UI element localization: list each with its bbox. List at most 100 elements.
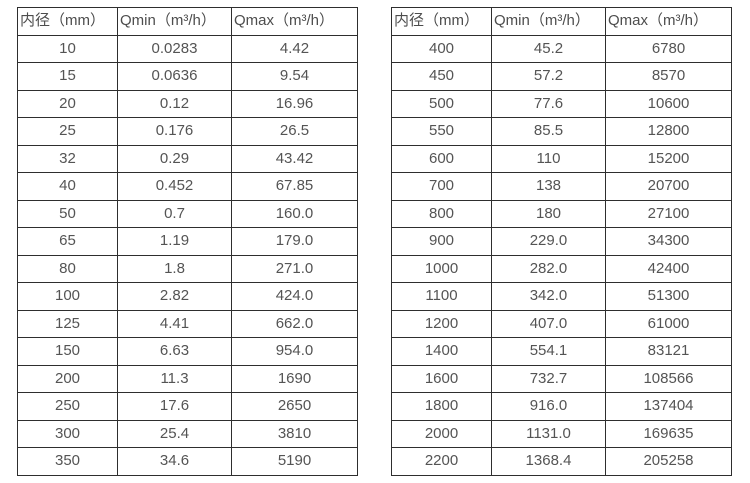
table-row: 2000 1131.0 169635 — [391, 419, 732, 448]
table-row: 32 0.29 43.42 — [17, 144, 358, 173]
cell-qmin: 1.19 — [117, 227, 232, 256]
cell-qmin: 342.0 — [491, 282, 606, 311]
table-row: 900 229.0 34300 — [391, 227, 732, 256]
table-row: 1600 732.7 108566 — [391, 364, 732, 393]
cell-diameter: 200 — [17, 364, 118, 393]
column-header-qmin: Qmin（m³/h） — [117, 7, 232, 36]
table-row: 250 17.6 2650 — [17, 392, 358, 421]
cell-qmax: 67.85 — [231, 172, 358, 201]
cell-diameter: 250 — [17, 392, 118, 421]
cell-diameter: 900 — [391, 227, 492, 256]
cell-diameter: 700 — [391, 172, 492, 201]
cell-qmin: 0.0283 — [117, 34, 232, 63]
table-row: 10 0.0283 4.42 — [17, 34, 358, 63]
table-row: 200 11.3 1690 — [17, 364, 358, 393]
cell-qmin: 282.0 — [491, 254, 606, 283]
cell-qmin: 732.7 — [491, 364, 606, 393]
table-row: 65 1.19 179.0 — [17, 227, 358, 256]
table-row: 1000 282.0 42400 — [391, 254, 732, 283]
cell-qmax: 3810 — [231, 419, 358, 448]
cell-qmin: 554.1 — [491, 337, 606, 366]
cell-diameter: 550 — [391, 117, 492, 146]
flow-table-left: 内径（mm） Qmin（m³/h） Qmax（m³/h） 10 0.0283 4.4… — [17, 7, 358, 476]
table-row: 600 110 15200 — [391, 144, 732, 173]
table-row: 1100 342.0 51300 — [391, 282, 732, 311]
table-row: 20 0.12 16.96 — [17, 89, 358, 118]
cell-qmax: 26.5 — [231, 117, 358, 146]
cell-diameter: 1800 — [391, 392, 492, 421]
cell-qmin: 34.6 — [117, 447, 232, 476]
table-body-left: 10 0.0283 4.42 15 0.0636 9.54 20 0.12 16.96 25 0.1… — [17, 34, 358, 476]
cell-qmin: 1131.0 — [491, 419, 606, 448]
cell-qmax: 1690 — [231, 364, 358, 393]
cell-qmax: 424.0 — [231, 282, 358, 311]
column-header-diameter: 内径（mm） — [391, 7, 492, 36]
cell-diameter: 10 — [17, 34, 118, 63]
table-row: 125 4.41 662.0 — [17, 309, 358, 338]
cell-diameter: 25 — [17, 117, 118, 146]
cell-qmax: 9.54 — [231, 62, 358, 91]
cell-diameter: 1100 — [391, 282, 492, 311]
table-row: 40 0.452 67.85 — [17, 172, 358, 201]
cell-diameter: 1000 — [391, 254, 492, 283]
cell-qmin: 138 — [491, 172, 606, 201]
cell-qmax: 16.96 — [231, 89, 358, 118]
table-row: 25 0.176 26.5 — [17, 117, 358, 146]
cell-qmin: 77.6 — [491, 89, 606, 118]
cell-qmin: 180 — [491, 199, 606, 228]
column-header-qmin: Qmin（m³/h） — [491, 7, 606, 36]
cell-qmin: 1368.4 — [491, 447, 606, 476]
table-row: 15 0.0636 9.54 — [17, 62, 358, 91]
cell-diameter: 1400 — [391, 337, 492, 366]
cell-diameter: 32 — [17, 144, 118, 173]
flow-table-right: 内径（mm） Qmin（m³/h） Qmax（m³/h） 400 45.2 6780… — [391, 7, 732, 476]
cell-diameter: 2200 — [391, 447, 492, 476]
table-row: 100 2.82 424.0 — [17, 282, 358, 311]
cell-diameter: 2000 — [391, 419, 492, 448]
cell-diameter: 15 — [17, 62, 118, 91]
cell-qmax: 179.0 — [231, 227, 358, 256]
cell-diameter: 800 — [391, 199, 492, 228]
table-row: 300 25.4 3810 — [17, 419, 358, 448]
cell-diameter: 600 — [391, 144, 492, 173]
column-header-diameter: 内径（mm） — [17, 7, 118, 36]
cell-diameter: 500 — [391, 89, 492, 118]
table-row: 700 138 20700 — [391, 172, 732, 201]
cell-qmin: 25.4 — [117, 419, 232, 448]
table-row: 1400 554.1 83121 — [391, 337, 732, 366]
cell-diameter: 400 — [391, 34, 492, 63]
cell-qmax: 2650 — [231, 392, 358, 421]
cell-diameter: 1200 — [391, 309, 492, 338]
cell-qmax: 83121 — [605, 337, 732, 366]
header-row: 内径（mm） Qmin（m³/h） Qmax（m³/h） — [391, 7, 732, 36]
cell-qmin: 45.2 — [491, 34, 606, 63]
cell-diameter: 80 — [17, 254, 118, 283]
cell-qmax: 20700 — [605, 172, 732, 201]
cell-qmax: 160.0 — [231, 199, 358, 228]
column-header-qmax: Qmax（m³/h） — [605, 7, 732, 36]
cell-qmax: 8570 — [605, 62, 732, 91]
cell-qmin: 4.41 — [117, 309, 232, 338]
cell-qmax: 43.42 — [231, 144, 358, 173]
cell-diameter: 450 — [391, 62, 492, 91]
table-row: 450 57.2 8570 — [391, 62, 732, 91]
table-row: 1800 916.0 137404 — [391, 392, 732, 421]
table-row: 550 85.5 12800 — [391, 117, 732, 146]
table-row: 80 1.8 271.0 — [17, 254, 358, 283]
cell-qmax: 662.0 — [231, 309, 358, 338]
table-row: 50 0.7 160.0 — [17, 199, 358, 228]
cell-qmax: 42400 — [605, 254, 732, 283]
cell-diameter: 300 — [17, 419, 118, 448]
table-row: 1200 407.0 61000 — [391, 309, 732, 338]
table-row: 150 6.63 954.0 — [17, 337, 358, 366]
cell-qmin: 0.176 — [117, 117, 232, 146]
cell-diameter: 350 — [17, 447, 118, 476]
cell-qmax: 4.42 — [231, 34, 358, 63]
cell-diameter: 100 — [17, 282, 118, 311]
cell-qmin: 0.29 — [117, 144, 232, 173]
cell-qmax: 954.0 — [231, 337, 358, 366]
cell-qmin: 85.5 — [491, 117, 606, 146]
cell-qmax: 205258 — [605, 447, 732, 476]
cell-diameter: 40 — [17, 172, 118, 201]
